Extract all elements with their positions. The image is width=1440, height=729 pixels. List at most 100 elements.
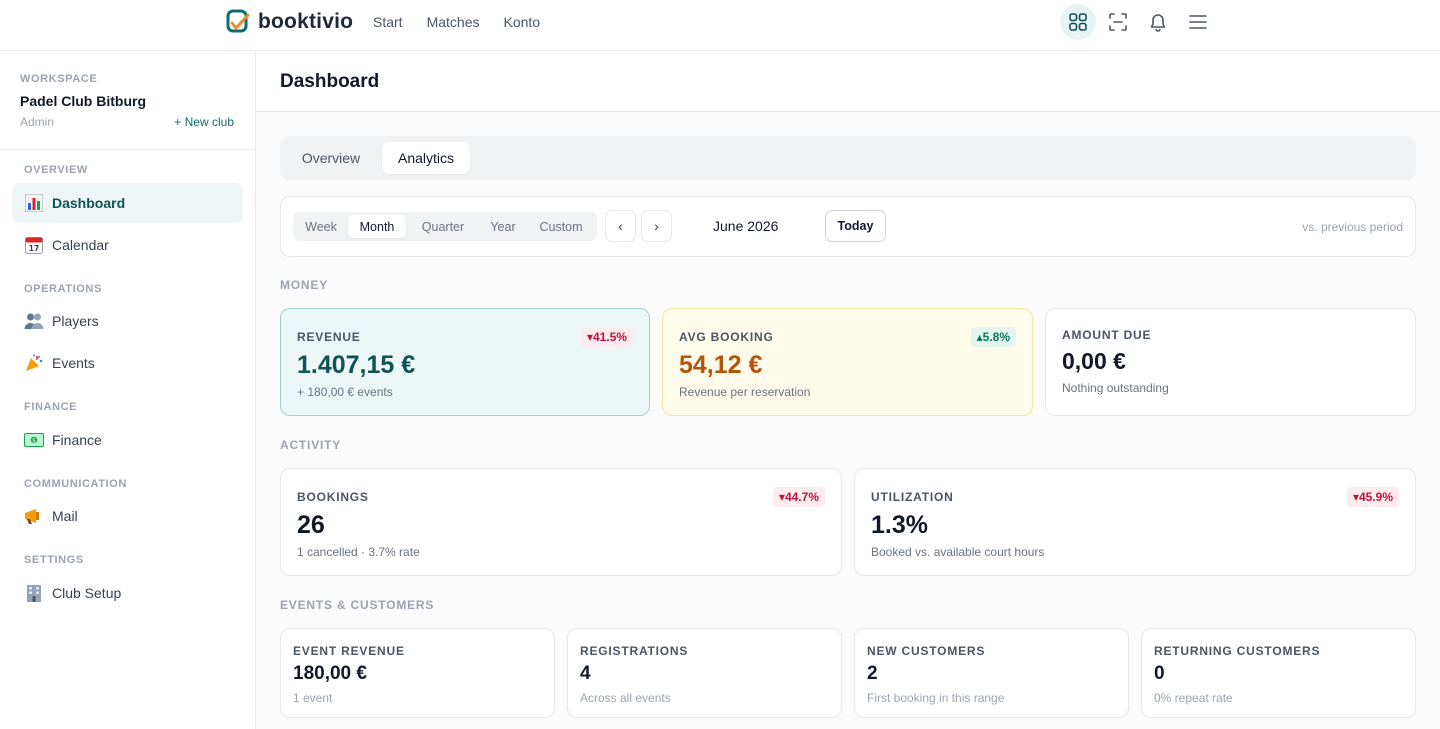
comparison-label: vs. previous period — [1302, 220, 1403, 234]
sidebar-item-finance[interactable]: $ Finance — [12, 420, 243, 460]
topnav-konto[interactable]: Konto — [503, 14, 541, 30]
apps-grid-button[interactable] — [1060, 4, 1096, 40]
card-value: 1.3% — [871, 511, 928, 539]
card-label: UTILIZATION — [871, 490, 954, 504]
card-sub: Booked vs. available court hours — [871, 545, 1045, 559]
group-activity-label: ACTIVITY — [280, 438, 342, 452]
card-label: REVENUE — [297, 330, 361, 344]
building-icon — [24, 583, 44, 603]
apps-grid-icon — [1069, 13, 1087, 31]
workspace-role: Admin — [20, 115, 55, 129]
tab-analytics[interactable]: Analytics — [382, 142, 470, 174]
utilization-card[interactable]: UTILIZATION ▾45.9% 1.3% Booked vs. avail… — [854, 468, 1416, 576]
sidebar: WORKSPACE Padel Club Bitburg Admin + New… — [0, 51, 256, 729]
sidebar-item-label: Events — [52, 355, 95, 371]
card-sub: Across all events — [580, 691, 671, 705]
top-icons — [1060, 4, 1220, 40]
page-header: Dashboard — [256, 51, 1440, 112]
brand-logo[interactable]: booktivio — [226, 9, 353, 35]
chevron-right-icon: › — [654, 218, 659, 234]
card-label: AMOUNT DUE — [1062, 328, 1152, 342]
scan-button[interactable] — [1100, 4, 1136, 40]
chevron-left-icon: ‹ — [618, 218, 623, 234]
scan-icon — [1109, 13, 1127, 31]
main-content: Dashboard Overview Analytics Week Month … — [256, 51, 1440, 729]
today-button[interactable]: Today — [825, 210, 886, 242]
card-sub: Nothing outstanding — [1062, 381, 1169, 395]
next-period-button[interactable]: › — [641, 210, 672, 242]
trend-badge: ▾44.7% — [772, 487, 825, 507]
filter-bar: Week Month Quarter Year Custom ‹ › June … — [280, 196, 1416, 257]
sidebar-item-dashboard[interactable]: Dashboard — [12, 183, 243, 223]
card-value: 0 — [1154, 663, 1165, 684]
sidebar-item-club-setup[interactable]: Club Setup — [12, 573, 243, 613]
party-popper-icon — [24, 353, 44, 373]
section-communication: COMMUNICATION — [24, 478, 127, 490]
sidebar-item-players[interactable]: Players — [12, 301, 243, 341]
svg-text:$: $ — [32, 437, 36, 444]
sidebar-item-events[interactable]: Events — [12, 343, 243, 383]
section-finance: FINANCE — [24, 401, 78, 413]
section-settings: SETTINGS — [24, 554, 84, 566]
card-label: REGISTRATIONS — [580, 644, 689, 658]
sidebar-item-label: Dashboard — [52, 195, 126, 211]
range-selector: Week Month Quarter Year Custom — [293, 212, 597, 241]
prev-period-button[interactable]: ‹ — [605, 210, 636, 242]
group-events-label: EVENTS & CUSTOMERS — [280, 598, 435, 612]
card-sub: 1 cancelled · 3.7% rate — [297, 545, 420, 559]
card-value: 2 — [867, 663, 878, 684]
workspace-divider — [0, 149, 255, 150]
new-customers-card[interactable]: NEW CUSTOMERS 2 First booking in this ra… — [854, 628, 1129, 718]
section-operations: OPERATIONS — [24, 283, 102, 295]
megaphone-icon — [24, 506, 44, 526]
range-month[interactable]: Month — [348, 215, 406, 238]
trend-badge: ▴5.8% — [970, 327, 1016, 347]
notifications-button[interactable] — [1140, 4, 1176, 40]
sidebar-item-label: Calendar — [52, 237, 109, 253]
card-value: 26 — [297, 511, 325, 539]
calendar-icon: 17 — [24, 235, 44, 255]
section-overview: OVERVIEW — [24, 164, 88, 176]
sidebar-item-calendar[interactable]: 17 Calendar — [12, 225, 243, 265]
card-sub: Revenue per reservation — [679, 385, 811, 399]
topnav-start[interactable]: Start — [373, 14, 403, 30]
avg-booking-card[interactable]: AVG BOOKING ▴5.8% 54,12 € Revenue per re… — [662, 308, 1033, 416]
sidebar-item-mail[interactable]: Mail — [12, 496, 243, 536]
card-label: EVENT REVENUE — [293, 644, 405, 658]
card-value: 54,12 € — [679, 351, 763, 379]
sidebar-item-label: Mail — [52, 508, 78, 524]
card-label: RETURNING CUSTOMERS — [1154, 644, 1321, 658]
bookings-card[interactable]: BOOKINGS ▾44.7% 26 1 cancelled · 3.7% ra… — [280, 468, 842, 576]
event-revenue-card[interactable]: EVENT REVENUE 180,00 € 1 event — [280, 628, 555, 718]
workspace-label: WORKSPACE — [20, 73, 98, 85]
range-custom[interactable]: Custom — [539, 219, 583, 234]
booktivio-logo-icon — [226, 9, 250, 35]
card-label: BOOKINGS — [297, 490, 369, 504]
returning-customers-card[interactable]: RETURNING CUSTOMERS 0 0% repeat rate — [1141, 628, 1416, 718]
sidebar-item-label: Club Setup — [52, 585, 122, 601]
range-year[interactable]: Year — [490, 219, 516, 234]
sidebar-item-label: Finance — [52, 432, 102, 448]
players-icon — [24, 311, 44, 331]
money-icon: $ — [24, 430, 44, 450]
trend-badge: ▾41.5% — [580, 327, 633, 347]
card-sub: First booking in this range — [867, 691, 1005, 705]
registrations-card[interactable]: REGISTRATIONS 4 Across all events — [567, 628, 842, 718]
card-label: NEW CUSTOMERS — [867, 644, 986, 658]
range-week[interactable]: Week — [305, 219, 337, 234]
new-club-link[interactable]: + New club — [174, 115, 234, 129]
amount-due-card[interactable]: AMOUNT DUE 0,00 € Nothing outstanding — [1045, 308, 1416, 416]
workspace-name[interactable]: Padel Club Bitburg — [20, 93, 146, 109]
trend-badge: ▾45.9% — [1346, 487, 1399, 507]
card-label: AVG BOOKING — [679, 330, 774, 344]
revenue-card[interactable]: REVENUE ▾41.5% 1.407,15 € + 180,00 € eve… — [280, 308, 650, 416]
tab-overview[interactable]: Overview — [301, 150, 361, 166]
card-value: 1.407,15 € — [297, 351, 416, 379]
top-nav: Start Matches Konto — [373, 14, 564, 30]
range-quarter[interactable]: Quarter — [421, 219, 465, 234]
menu-button[interactable] — [1180, 4, 1216, 40]
topnav-matches[interactable]: Matches — [426, 14, 480, 30]
menu-icon — [1189, 15, 1207, 29]
card-value: 4 — [580, 663, 591, 684]
card-sub: 1 event — [293, 691, 333, 705]
